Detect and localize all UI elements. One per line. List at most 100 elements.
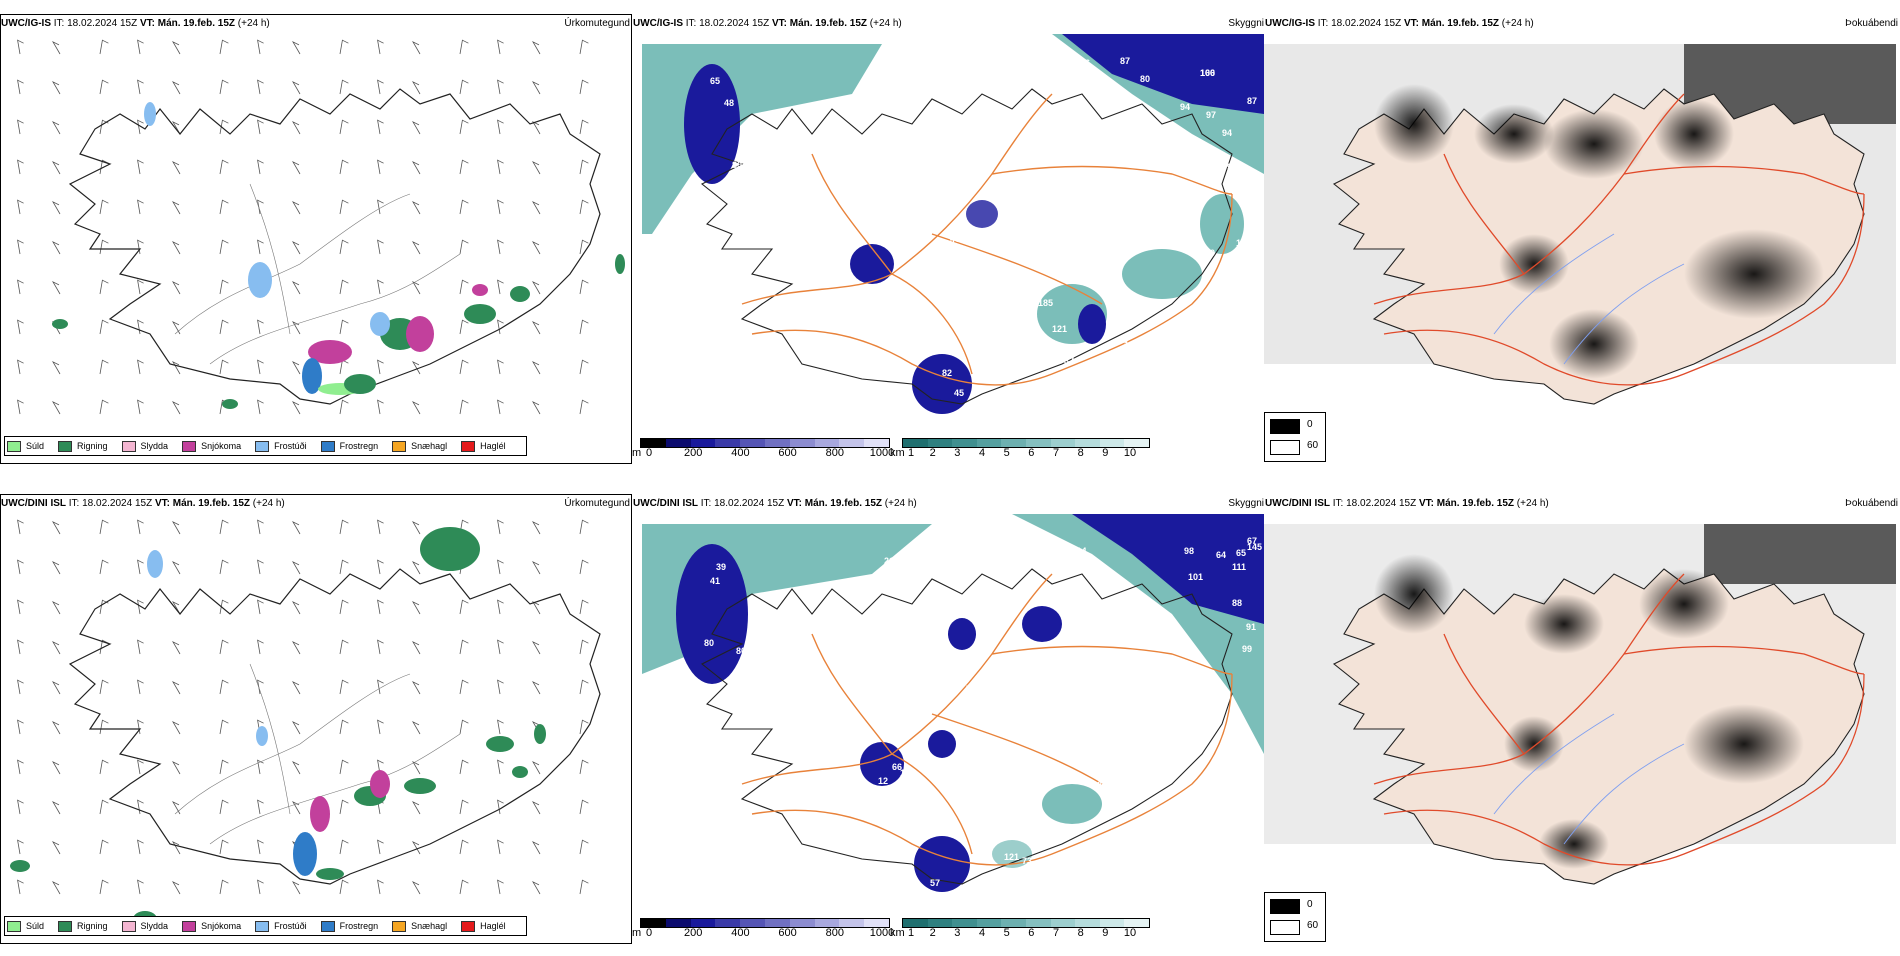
colorbar-tick: 2 — [929, 447, 936, 459]
wind-barb — [171, 400, 181, 415]
wind-barb — [531, 280, 541, 295]
wind-barb — [257, 759, 264, 775]
legend-item-0: Súld — [7, 920, 44, 932]
legend-item-0: Súld — [7, 440, 44, 452]
legend-label: Snæhagl — [411, 921, 448, 931]
vt-value: Mán. 19.feb. 15Z — [157, 18, 235, 29]
wind-barb — [579, 559, 589, 575]
wind-barb — [579, 39, 589, 55]
wind-barb — [257, 199, 264, 215]
colorbar-tick: 3 — [954, 927, 961, 939]
cloud-base-label: 91 — [1246, 622, 1256, 632]
wind-barb — [137, 359, 144, 375]
legend-label: Frostregn — [339, 921, 379, 931]
wind-barb — [99, 399, 109, 415]
cloud-base-label: 302 — [772, 224, 787, 234]
legend-label: Snæhagl — [411, 441, 448, 451]
wind-barb — [531, 40, 541, 55]
wind-barb — [579, 79, 589, 95]
colorbar-segment — [952, 439, 977, 447]
wind-barb — [137, 119, 144, 135]
wind-barb — [257, 119, 264, 135]
colorbar-tick: 8 — [1077, 447, 1084, 459]
wind-barb — [497, 79, 504, 95]
colorbar-tick: 0 — [646, 447, 653, 459]
colorbar-tick: 400 — [731, 447, 750, 459]
wind-barb — [99, 799, 109, 815]
colorbar-tick: 3 — [954, 447, 961, 459]
cloud-base-label: 12 — [728, 176, 738, 186]
wind-barb — [339, 159, 349, 175]
cloud-base-label: 89 — [1028, 338, 1038, 348]
wind-barb — [411, 160, 421, 175]
cloud-base-label: 121 — [1052, 324, 1067, 334]
wind-barb — [497, 239, 504, 255]
legend-item-7: Haglél — [461, 920, 506, 932]
wind-barb — [497, 359, 504, 375]
cloud-base-label: 105 — [1236, 238, 1251, 248]
legend-swatch — [320, 920, 335, 932]
wind-barb — [459, 679, 469, 695]
cloud-base-label: 37 — [1064, 356, 1074, 366]
wind-barb — [171, 880, 181, 895]
wind-barb — [171, 760, 181, 775]
wind-barb — [51, 800, 61, 815]
wind-barb — [377, 399, 384, 415]
wind-barb — [51, 360, 61, 375]
wind-barb — [459, 599, 469, 615]
wind-barb — [411, 720, 421, 735]
colorbar-tick: 200 — [684, 927, 703, 939]
wind-barb — [291, 200, 301, 215]
fog-legend: 0 60 — [1264, 412, 1326, 462]
precip-areas — [52, 102, 625, 409]
wind-barb — [137, 239, 144, 255]
it-value: 18.02.2024 15Z — [699, 18, 770, 29]
cloud-base-label: 149 — [1116, 662, 1131, 672]
wind-barb — [219, 559, 229, 575]
cloudbase-colorbar: m 0 200 400 600 800 1000 — [632, 438, 932, 460]
model-name: UWC/DINI ISL — [1265, 498, 1330, 509]
wind-barb — [291, 40, 301, 55]
wind-barb — [497, 719, 504, 735]
wind-barb — [411, 240, 421, 255]
wind-barb — [257, 559, 264, 575]
legend-label: Snjókoma — [201, 921, 242, 931]
panel-title: Skyggni — [1228, 18, 1264, 29]
wind-barb — [171, 240, 181, 255]
wind-barb — [579, 719, 589, 735]
cloud-base-label: 68 — [940, 720, 950, 730]
wind-barb — [459, 719, 469, 735]
colorbar-tick: 5 — [1003, 447, 1010, 459]
colorbar-segment — [1124, 439, 1149, 447]
panel-title: Úrkomutegund — [564, 498, 630, 509]
legend-swatch — [182, 440, 197, 452]
wind-barb — [171, 840, 181, 855]
wind-barb — [219, 359, 229, 375]
wind-barb — [377, 239, 384, 255]
wind-barb — [411, 560, 421, 575]
wind-barb — [339, 839, 349, 855]
wind-barb — [497, 839, 504, 855]
vt-value: Mán. 19.feb. 15Z — [172, 498, 250, 509]
colorbar-segment — [839, 919, 865, 927]
colorbar-segment — [715, 919, 741, 927]
cloud-base-label: 60 — [796, 386, 806, 396]
wind-barb — [531, 240, 541, 255]
wind-barb — [339, 679, 349, 695]
cloud-base-label: 145 — [1247, 542, 1262, 552]
wind-barb — [531, 160, 541, 175]
cloud-base-label: 127 — [782, 716, 797, 726]
cloud-base-label: 80 — [704, 638, 714, 648]
wind-barb — [291, 160, 301, 175]
colorbar-segment — [927, 919, 953, 927]
legend-swatch — [7, 440, 21, 452]
wind-barb — [219, 879, 229, 895]
wind-barb — [459, 39, 469, 55]
wind-barb — [219, 79, 229, 95]
cloud-base-label: 185 — [1038, 298, 1053, 308]
panel-header: UWC/IG-IS IT: 18.02.2024 15Z VT: Mán. 19… — [633, 18, 1262, 32]
wind-barb — [171, 120, 181, 135]
wind-barb — [411, 120, 421, 135]
wind-barb — [99, 719, 109, 735]
cloud-base-label: 99 — [1242, 644, 1252, 654]
